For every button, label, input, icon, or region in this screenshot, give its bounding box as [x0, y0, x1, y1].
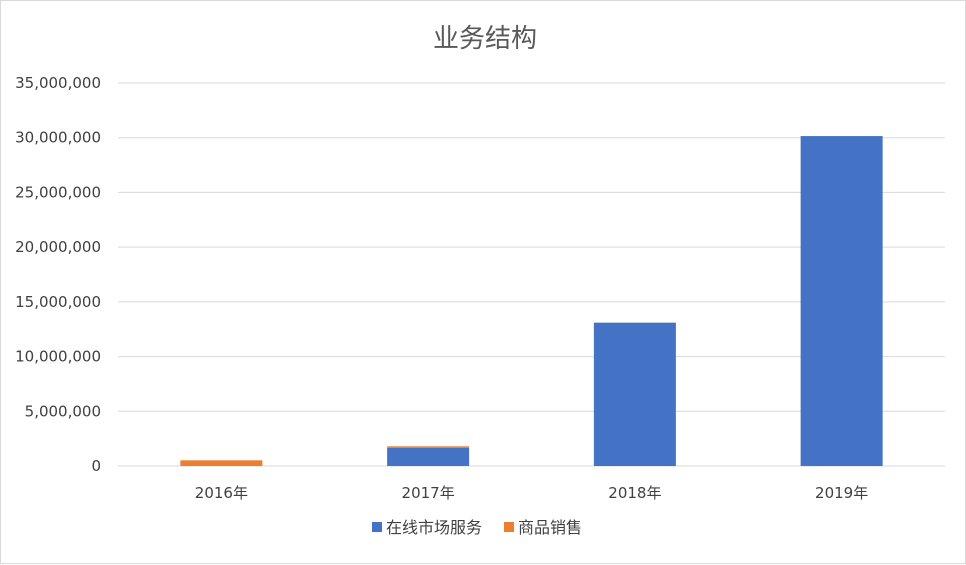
y-axis: 0 5,000,000 10,000,000 15,000,000 20,000,000… — [15, 74, 101, 475]
bar-3-在线市场服务 — [593, 322, 676, 466]
x-axis: 2016年 2017年 2018年 2019年 — [195, 484, 868, 502]
y-tick-label: 15,000,000 — [15, 293, 101, 311]
bar-1-商品销售 — [180, 460, 263, 466]
y-tick-label: 35,000,000 — [15, 74, 101, 92]
y-tick-label: 0 — [91, 457, 101, 475]
y-tick-label: 25,000,000 — [15, 183, 101, 201]
bars — [180, 136, 883, 466]
legend-swatch — [372, 522, 382, 532]
y-tick-label: 20,000,000 — [15, 238, 101, 256]
bar-2-商品销售 — [387, 446, 470, 448]
legend-label: 在线市场服务 — [386, 518, 482, 537]
legend: 在线市场服务 商品销售 — [372, 518, 582, 537]
chart-title: 业务结构 — [433, 24, 537, 54]
x-tick-label: 2016年 — [195, 484, 248, 502]
x-tick-label: 2019年 — [815, 484, 868, 502]
y-tick-label: 30,000,000 — [15, 129, 101, 147]
x-tick-label: 2017年 — [402, 484, 455, 502]
y-tick-label: 10,000,000 — [15, 348, 101, 366]
y-tick-label: 5,000,000 — [25, 402, 101, 420]
x-tick-label: 2018年 — [608, 484, 661, 502]
bar-2-在线市场服务 — [387, 447, 470, 466]
bar-4-在线市场服务 — [800, 136, 883, 466]
legend-label: 商品销售 — [518, 518, 582, 537]
legend-swatch — [504, 522, 514, 532]
grid-lines — [118, 82, 945, 467]
